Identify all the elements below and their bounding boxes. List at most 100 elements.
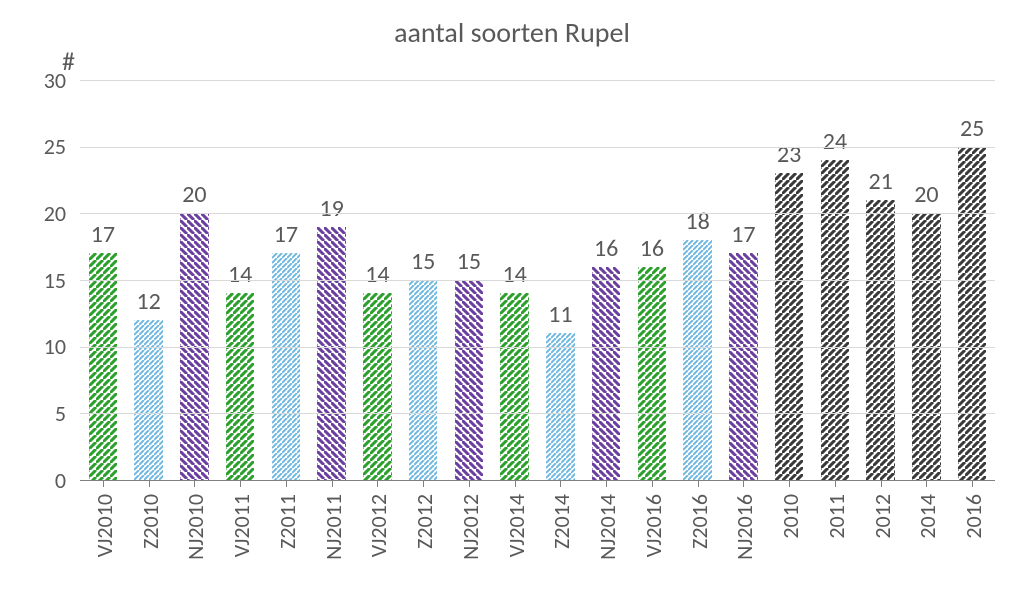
- bar-value-label: 15: [411, 247, 435, 276]
- gridline: [80, 413, 995, 414]
- bar: 17: [729, 253, 757, 480]
- x-tick-mark: [423, 480, 424, 487]
- x-tick-mark: [149, 480, 150, 487]
- x-tick-mark: [103, 480, 104, 487]
- bar-value-label: 19: [319, 194, 343, 223]
- x-tick-label: Z2014: [548, 494, 575, 549]
- species-count-bar-chart: aantal soorten Rupel # 17122014171914151…: [0, 0, 1024, 615]
- bar-slot: 25: [958, 147, 986, 480]
- bar: 17: [89, 253, 117, 480]
- x-tick-label: NJ2012: [457, 494, 484, 560]
- bar-slot: 17: [89, 253, 117, 480]
- x-tick-mark: [835, 480, 836, 487]
- bar-value-label: 11: [548, 300, 572, 329]
- bar-value-label: 23: [777, 140, 801, 169]
- x-tick-label: 2012: [869, 494, 896, 539]
- bar-slot: 15: [455, 280, 483, 480]
- x-tick-label: Z2011: [274, 494, 301, 549]
- x-tick-label: VJ2011: [228, 494, 255, 557]
- bar-value-label: 24: [823, 127, 847, 156]
- x-tick-mark: [698, 480, 699, 487]
- bar-slot: 23: [775, 173, 803, 480]
- gridline: [80, 80, 995, 81]
- bar: 17: [272, 253, 300, 480]
- plot-area: 1712201417191415151411161618172324212025: [80, 80, 995, 480]
- bar: 14: [363, 293, 391, 480]
- y-tick-label: 0: [0, 467, 66, 494]
- x-tick-label: VJ2016: [640, 494, 667, 557]
- bar-slot: 14: [363, 293, 391, 480]
- bar-slot: 12: [134, 320, 162, 480]
- x-tick-mark: [972, 480, 973, 487]
- bar-slot: 14: [226, 293, 254, 480]
- x-tick-label: 2010: [777, 494, 804, 539]
- y-tick-label: 30: [0, 67, 66, 94]
- bar-value-label: 15: [457, 247, 481, 276]
- bar-value-label: 20: [182, 180, 206, 209]
- bar: 15: [409, 280, 437, 480]
- bar-value-label: 18: [685, 207, 709, 236]
- bar-slot: 17: [729, 253, 757, 480]
- bar-slot: 18: [683, 240, 711, 480]
- bar: 15: [455, 280, 483, 480]
- bar-slot: 15: [409, 280, 437, 480]
- x-tick-mark: [926, 480, 927, 487]
- x-tick-mark: [286, 480, 287, 487]
- bar: 16: [638, 267, 666, 480]
- bar-value-label: 25: [960, 114, 984, 143]
- x-tick-mark: [560, 480, 561, 487]
- x-tick-label: NJ2014: [594, 494, 621, 560]
- bar-value-label: 17: [731, 220, 755, 249]
- x-tick-mark: [881, 480, 882, 487]
- x-tick-label: VJ2010: [91, 494, 118, 557]
- x-tick-mark: [606, 480, 607, 487]
- x-tick-label: NJ2011: [320, 494, 347, 560]
- x-tick-mark: [469, 480, 470, 487]
- gridline: [80, 213, 995, 214]
- bar: 12: [134, 320, 162, 480]
- x-tick-label: 2011: [823, 494, 850, 539]
- bar: 14: [500, 293, 528, 480]
- x-tick-label: NJ2010: [182, 494, 209, 560]
- y-tick-label: 20: [0, 200, 66, 227]
- x-tick-label: Z2016: [686, 494, 713, 549]
- x-tick-label: 2014: [914, 494, 941, 539]
- bar: 25: [958, 147, 986, 480]
- bar-value-label: 17: [274, 220, 298, 249]
- bar: 11: [546, 333, 574, 480]
- x-tick-mark: [332, 480, 333, 487]
- bar-value-label: 20: [914, 180, 938, 209]
- y-tick-label: 15: [0, 267, 66, 294]
- bar: 18: [683, 240, 711, 480]
- bar-slot: 17: [272, 253, 300, 480]
- x-tick-label: Z2012: [411, 494, 438, 549]
- bar-value-label: 17: [91, 220, 115, 249]
- x-tick-mark: [194, 480, 195, 487]
- bar-value-label: 14: [228, 260, 252, 289]
- bar: 14: [226, 293, 254, 480]
- x-tick-mark: [743, 480, 744, 487]
- bar-value-label: 14: [502, 260, 526, 289]
- x-tick-label: 2016: [960, 494, 987, 539]
- x-tick-mark: [377, 480, 378, 487]
- x-tick-mark: [515, 480, 516, 487]
- bar-value-label: 12: [136, 287, 160, 316]
- gridline: [80, 280, 995, 281]
- x-tick-label: VJ2014: [503, 494, 530, 557]
- x-tick-mark: [240, 480, 241, 487]
- x-tick-label: VJ2012: [365, 494, 392, 557]
- gridline: [80, 147, 995, 148]
- bar: 16: [592, 267, 620, 480]
- x-tick-label: Z2010: [137, 494, 164, 549]
- y-tick-label: 25: [0, 133, 66, 160]
- x-tick-mark: [789, 480, 790, 487]
- bar-slot: 19: [317, 227, 345, 480]
- bar-slot: 16: [638, 267, 666, 480]
- bar-slot: 16: [592, 267, 620, 480]
- bar-value-label: 16: [640, 234, 664, 263]
- x-tick-mark: [652, 480, 653, 487]
- bar: 24: [821, 160, 849, 480]
- bar-value-label: 14: [365, 260, 389, 289]
- bar-value-label: 16: [594, 234, 618, 263]
- bar: 21: [866, 200, 894, 480]
